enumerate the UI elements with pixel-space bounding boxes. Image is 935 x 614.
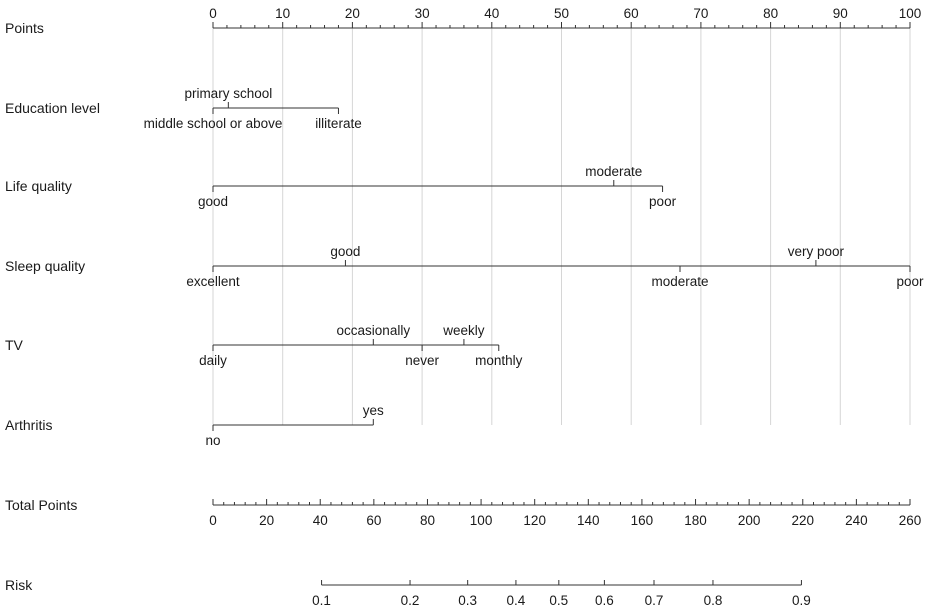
- risk-tick-label-0-2: 0.2: [401, 593, 420, 608]
- tv-level-never: never: [405, 353, 439, 368]
- sleep-quality-level-good: good: [330, 244, 360, 259]
- total-points-tick-label-60: 60: [366, 513, 381, 528]
- row-life-quality: Life quality moderate good poor: [5, 164, 677, 209]
- sleep-quality-level-poor: poor: [896, 274, 924, 289]
- total-points-tick-label-220: 220: [792, 513, 815, 528]
- tv-level-occasionally: occasionally: [337, 323, 411, 338]
- tv-level-monthly: monthly: [475, 353, 523, 368]
- points-tick-label-100: 100: [899, 6, 922, 21]
- points-tick-label-60: 60: [624, 6, 639, 21]
- tv-level-daily: daily: [199, 353, 227, 368]
- tv-level-weekly: weekly: [442, 323, 485, 338]
- life-quality-label: Life quality: [5, 178, 72, 194]
- sleep-quality-level-very-poor: very poor: [788, 244, 845, 259]
- total-points-tick-label-180: 180: [684, 513, 707, 528]
- risk-tick-label-0-8: 0.8: [704, 593, 723, 608]
- row-sleep-quality: Sleep quality good very poor excellent moder…: [5, 244, 924, 289]
- total-points-tick-label-200: 200: [738, 513, 761, 528]
- points-axis: Points 0 10 20 30 40 50 60 70 80 90 100: [5, 6, 921, 36]
- total-points-tick-label-20: 20: [259, 513, 274, 528]
- risk-tick-label-0-7: 0.7: [645, 593, 664, 608]
- points-tick-label-10: 10: [275, 6, 290, 21]
- rows-layer: Points 0 10 20 30 40 50 60 70 80 90 100 Education le…: [5, 6, 924, 608]
- education-level-label: Education level: [5, 100, 100, 116]
- education-level-level-illiterate: illiterate: [315, 116, 362, 131]
- risk-label: Risk: [5, 577, 33, 593]
- tv-label: TV: [5, 337, 24, 353]
- points-tick-label-20: 20: [345, 6, 360, 21]
- points-tick-label-40: 40: [484, 6, 499, 21]
- education-level-level-primary-school: primary school: [184, 86, 272, 101]
- risk-tick-label-0-1: 0.1: [312, 593, 331, 608]
- points-tick-label-70: 70: [693, 6, 708, 21]
- grid-layer: [212, 28, 911, 425]
- total-points-tick-label-100: 100: [470, 513, 493, 528]
- life-quality-level-poor: poor: [649, 194, 677, 209]
- points-tick-label-50: 50: [554, 6, 569, 21]
- total-points-tick-label-160: 160: [631, 513, 654, 528]
- total-points-tick-label-40: 40: [313, 513, 328, 528]
- risk-axis: Risk 0.1 0.2 0.3 0.4 0.5 0.6 0.7 0.8 0.9: [5, 577, 811, 608]
- total-points-tick-label-260: 260: [899, 513, 922, 528]
- education-level-level-middle-school-or-above: middle school or above: [144, 116, 283, 131]
- life-quality-level-good: good: [198, 194, 228, 209]
- risk-tick-label-0-6: 0.6: [595, 593, 614, 608]
- total-points-tick-label-140: 140: [577, 513, 600, 528]
- arthritis-level-no: no: [205, 433, 220, 448]
- risk-tick-label-0-5: 0.5: [549, 593, 568, 608]
- points-tick-label-30: 30: [415, 6, 430, 21]
- risk-tick-label-0-4: 0.4: [507, 593, 526, 608]
- total-points-axis: Total Points 0 20 40 60 80 100 120 140 160 180 200 2…: [5, 497, 921, 528]
- arthritis-label: Arthritis: [5, 417, 52, 433]
- total-points-tick-label-80: 80: [420, 513, 435, 528]
- total-points-label: Total Points: [5, 497, 77, 513]
- row-arthritis: Arthritis yes no: [5, 403, 384, 448]
- risk-tick-label-0-3: 0.3: [458, 593, 477, 608]
- sleep-quality-level-moderate: moderate: [651, 274, 708, 289]
- points-tick-label-90: 90: [833, 6, 848, 21]
- points-tick-label-0: 0: [209, 6, 217, 21]
- risk-tick-label-0-9: 0.9: [792, 593, 811, 608]
- total-points-tick-label-120: 120: [523, 513, 546, 528]
- sleep-quality-level-excellent: excellent: [186, 274, 240, 289]
- sleep-quality-label: Sleep quality: [5, 258, 85, 274]
- total-points-tick-label-0: 0: [209, 513, 217, 528]
- life-quality-level-moderate: moderate: [585, 164, 642, 179]
- row-tv: TV occasionally weekly daily never monthly: [5, 323, 523, 368]
- row-education-level: Education level primary school middle scho…: [5, 86, 362, 131]
- points-label: Points: [5, 20, 44, 36]
- total-points-tick-label-240: 240: [845, 513, 868, 528]
- points-tick-label-80: 80: [763, 6, 778, 21]
- arthritis-level-yes: yes: [363, 403, 384, 418]
